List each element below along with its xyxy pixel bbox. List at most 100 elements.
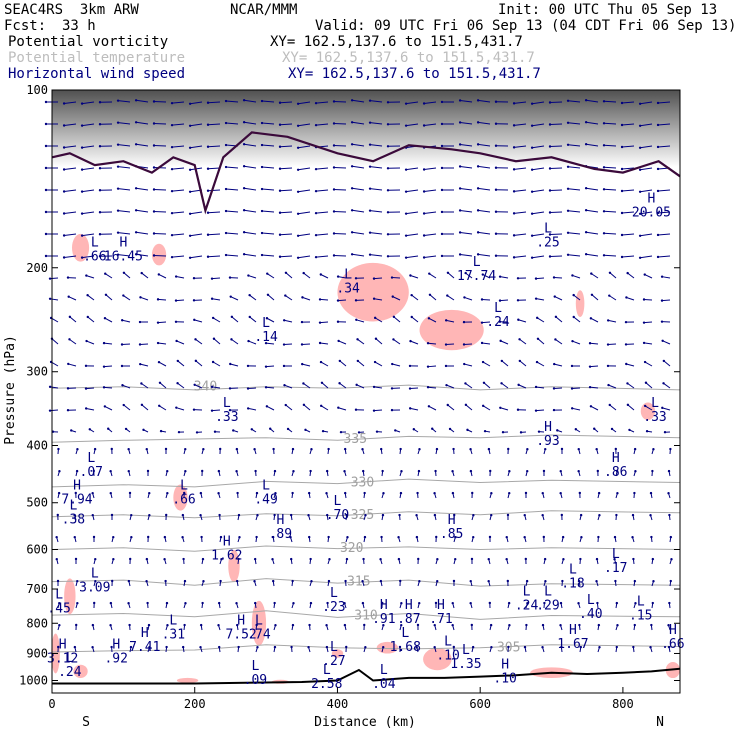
extremum-marker: H bbox=[73, 479, 81, 494]
wind-arrow-head bbox=[400, 623, 403, 627]
wind-arrow-head bbox=[516, 277, 520, 280]
wind-arrow bbox=[627, 272, 635, 279]
wind-arrow bbox=[662, 276, 671, 279]
wind-arrow bbox=[64, 233, 77, 237]
wind-arrow-head bbox=[372, 385, 376, 389]
wind-arrow-head bbox=[127, 579, 131, 583]
wind-arrow-head bbox=[66, 387, 70, 390]
wind-arrow-head bbox=[309, 601, 313, 605]
wind-arrow-head bbox=[354, 299, 358, 302]
wind-arrow bbox=[158, 361, 167, 367]
wind-arrow-head bbox=[56, 579, 60, 583]
wind-arrow-head bbox=[124, 427, 128, 431]
wind-arrow-head bbox=[584, 187, 588, 190]
wind-arrow bbox=[176, 407, 185, 411]
wind-arrow bbox=[136, 143, 149, 147]
wind-arrow-head bbox=[417, 557, 420, 561]
wind-arrow-head bbox=[368, 187, 372, 190]
extremum-value: .34 bbox=[336, 281, 360, 296]
wind-arrow-head bbox=[318, 341, 322, 345]
wind-arrow-head bbox=[595, 580, 598, 583]
wind-arrow-head bbox=[206, 255, 210, 258]
wind-arrow-head bbox=[139, 296, 142, 299]
wind-arrow bbox=[644, 361, 653, 367]
wind-arrow bbox=[447, 295, 455, 301]
wind-arrow bbox=[640, 233, 653, 237]
wind-arrow bbox=[411, 294, 419, 301]
wind-arrow-head bbox=[525, 623, 528, 627]
wind-arrow-head bbox=[408, 387, 412, 390]
wind-arrow bbox=[158, 405, 167, 411]
wind-arrow-head bbox=[192, 299, 196, 302]
extremum-value: .49 bbox=[254, 493, 277, 508]
extremum-marker: L bbox=[330, 586, 338, 601]
wind-arrow-head bbox=[120, 364, 124, 368]
wind-arrow-head bbox=[446, 403, 449, 407]
wind-arrow bbox=[279, 211, 293, 214]
wind-arrow-head bbox=[327, 447, 330, 451]
wind-arrow-head bbox=[433, 623, 436, 627]
wind-arrow-head bbox=[80, 234, 84, 237]
wind-arrow-head bbox=[580, 536, 583, 539]
extremum-marker: L bbox=[255, 614, 263, 629]
extremum-marker: L bbox=[169, 614, 177, 629]
wind-arrow bbox=[427, 342, 437, 345]
wind-arrow-head bbox=[56, 513, 59, 517]
wind-arrow-head bbox=[410, 293, 413, 297]
wind-arrow-head bbox=[505, 535, 508, 539]
wind-arrow bbox=[320, 405, 329, 411]
y-tick-label: 100 bbox=[26, 83, 48, 97]
wind-arrow bbox=[225, 232, 239, 235]
wind-arrow-head bbox=[593, 427, 596, 430]
wind-arrow bbox=[500, 276, 509, 279]
wind-arrow-head bbox=[552, 387, 556, 390]
wind-arrow-head bbox=[128, 557, 132, 561]
wind-arrow-head bbox=[343, 623, 347, 627]
wind-arrow-head bbox=[325, 624, 328, 627]
wind-arrow-head bbox=[512, 124, 516, 127]
wind-arrow bbox=[424, 123, 437, 126]
extremum-value: 7.94 bbox=[61, 493, 92, 508]
wind-arrow bbox=[266, 405, 275, 411]
wind-arrow-head bbox=[590, 293, 594, 296]
theta-contour-line bbox=[51, 644, 681, 653]
wind-arrow-head bbox=[200, 469, 204, 473]
wind-arrow-head bbox=[633, 491, 636, 495]
extremum-marker: H bbox=[119, 236, 127, 251]
wind-arrow-head bbox=[255, 623, 258, 627]
wind-arrow-head bbox=[128, 491, 132, 495]
wind-arrow bbox=[319, 298, 329, 301]
wind-arrow bbox=[172, 101, 185, 104]
wind-arrow-head bbox=[620, 123, 624, 127]
wind-arrow-head bbox=[487, 579, 490, 583]
wind-arrow-head bbox=[418, 448, 421, 451]
wind-arrow-head bbox=[562, 558, 565, 561]
wind-arrow bbox=[536, 386, 545, 389]
wind-arrow-head bbox=[554, 338, 557, 341]
extremum-marker: H bbox=[237, 614, 245, 629]
wind-arrow-head bbox=[92, 469, 95, 473]
fcst-value: 33 h bbox=[62, 18, 96, 34]
wind-arrow-head bbox=[170, 101, 174, 105]
wind-arrow bbox=[316, 211, 329, 214]
wind-arrow-head bbox=[183, 623, 186, 627]
wind-arrow-head bbox=[643, 360, 647, 364]
wind-arrow bbox=[554, 363, 563, 367]
wind-arrow bbox=[373, 409, 383, 412]
wind-arrow bbox=[514, 145, 527, 148]
extremum-value: .15 bbox=[629, 608, 652, 623]
pv-patch bbox=[151, 243, 167, 266]
wind-arrow-head bbox=[524, 557, 528, 561]
wind-arrow-head bbox=[415, 514, 418, 517]
wind-arrow bbox=[207, 101, 221, 104]
wind-arrow bbox=[640, 123, 653, 127]
extremum-marker: H bbox=[405, 598, 413, 613]
wind-arrow bbox=[482, 405, 491, 411]
extremum-value: .74 bbox=[247, 628, 271, 643]
wind-arrow-head bbox=[451, 491, 455, 495]
wind-arrow bbox=[500, 407, 509, 411]
wind-arrow-head bbox=[574, 428, 578, 431]
pv-patch bbox=[176, 677, 199, 684]
wind-arrow bbox=[51, 338, 59, 345]
wind-arrow bbox=[175, 299, 185, 302]
